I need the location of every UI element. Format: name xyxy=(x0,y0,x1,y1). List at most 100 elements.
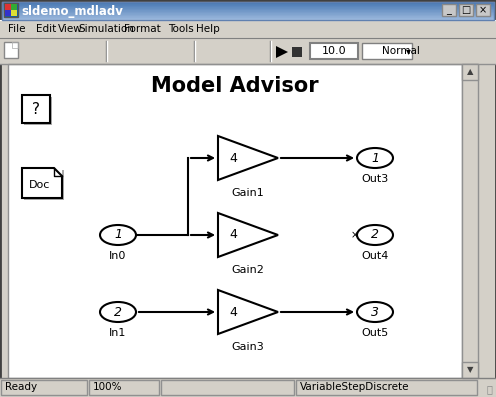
Text: 4: 4 xyxy=(229,229,237,241)
Ellipse shape xyxy=(357,302,393,322)
Text: 4: 4 xyxy=(229,306,237,318)
Text: ×: × xyxy=(479,5,487,15)
Text: Format: Format xyxy=(124,24,161,34)
Text: Doc: Doc xyxy=(29,180,51,190)
Text: In1: In1 xyxy=(109,328,126,338)
Text: ×: × xyxy=(351,230,359,240)
Bar xyxy=(442,4,456,16)
Text: Gain2: Gain2 xyxy=(232,265,264,275)
Bar xyxy=(0,20,496,38)
Bar xyxy=(2,14,494,15)
Bar xyxy=(62,170,64,200)
Text: □: □ xyxy=(461,5,471,15)
Text: Simulation: Simulation xyxy=(78,24,134,34)
Text: Out4: Out4 xyxy=(361,251,389,261)
Bar xyxy=(8,64,462,378)
Bar xyxy=(462,64,478,80)
Bar xyxy=(0,38,496,64)
Bar xyxy=(0,378,496,397)
Text: 1: 1 xyxy=(114,229,122,241)
Bar xyxy=(58,42,74,58)
Bar xyxy=(215,42,231,58)
Bar xyxy=(11,10,17,16)
Ellipse shape xyxy=(357,148,393,168)
Text: In0: In0 xyxy=(109,251,126,261)
Bar xyxy=(2,19,494,20)
Bar xyxy=(4,3,18,17)
Text: Normal: Normal xyxy=(382,46,420,56)
Text: Out3: Out3 xyxy=(362,174,389,184)
Bar xyxy=(2,5,494,6)
Polygon shape xyxy=(276,46,288,58)
Polygon shape xyxy=(22,168,62,198)
Bar xyxy=(40,42,56,58)
Text: VariableStepDiscrete: VariableStepDiscrete xyxy=(300,382,410,392)
Bar xyxy=(2,15,494,16)
Bar xyxy=(2,17,494,18)
Polygon shape xyxy=(218,213,278,257)
Text: Model Advisor: Model Advisor xyxy=(151,76,319,96)
Bar xyxy=(198,42,214,58)
Text: View: View xyxy=(58,24,83,34)
Polygon shape xyxy=(218,136,278,180)
Text: _: _ xyxy=(446,5,451,15)
Bar xyxy=(112,42,128,58)
Bar xyxy=(2,8,494,9)
Ellipse shape xyxy=(100,225,136,245)
Text: ▲: ▲ xyxy=(467,67,473,77)
Bar xyxy=(2,4,494,5)
Bar xyxy=(4,42,18,58)
Bar xyxy=(232,42,248,58)
Bar xyxy=(2,11,494,12)
Text: 10.0: 10.0 xyxy=(322,46,346,56)
Bar xyxy=(362,43,412,59)
Text: 100%: 100% xyxy=(93,382,123,392)
Text: Edit: Edit xyxy=(36,24,56,34)
Text: Gain3: Gain3 xyxy=(232,342,264,352)
Bar xyxy=(24,123,52,125)
Bar xyxy=(4,42,20,58)
Text: Ready: Ready xyxy=(5,382,37,392)
Text: ⟋: ⟋ xyxy=(486,384,492,394)
Bar xyxy=(2,2,494,20)
Bar xyxy=(161,380,294,395)
Text: Help: Help xyxy=(196,24,220,34)
Bar xyxy=(2,9,494,10)
Bar xyxy=(2,13,494,14)
Text: sldemo_mdladv: sldemo_mdladv xyxy=(21,4,123,17)
Text: Tools: Tools xyxy=(168,24,194,34)
Ellipse shape xyxy=(100,302,136,322)
Bar xyxy=(476,4,490,16)
Text: Out5: Out5 xyxy=(362,328,389,338)
Text: ?: ? xyxy=(32,102,40,116)
Polygon shape xyxy=(218,290,278,334)
Text: ▼: ▼ xyxy=(467,366,473,374)
Text: 2: 2 xyxy=(114,306,122,318)
Bar xyxy=(459,4,473,16)
Bar xyxy=(292,47,302,57)
Bar xyxy=(5,10,11,16)
Bar xyxy=(462,362,478,378)
Text: ▾: ▾ xyxy=(406,46,410,56)
Bar xyxy=(148,42,164,58)
Text: 4: 4 xyxy=(229,152,237,164)
Bar xyxy=(2,2,494,3)
Bar xyxy=(1,380,87,395)
Bar xyxy=(462,64,478,378)
Bar xyxy=(22,42,38,58)
Bar xyxy=(2,6,494,7)
Text: 2: 2 xyxy=(371,229,379,241)
Text: Gain1: Gain1 xyxy=(232,188,264,198)
Bar xyxy=(5,4,11,10)
Text: File: File xyxy=(8,24,25,34)
Bar xyxy=(2,7,494,8)
Bar xyxy=(24,198,64,200)
Ellipse shape xyxy=(357,225,393,245)
Text: 3: 3 xyxy=(371,306,379,318)
Bar xyxy=(310,43,358,59)
Bar xyxy=(250,42,266,58)
Bar xyxy=(130,42,146,58)
Text: 1: 1 xyxy=(371,152,379,164)
Bar xyxy=(2,10,494,11)
Bar xyxy=(50,97,52,125)
